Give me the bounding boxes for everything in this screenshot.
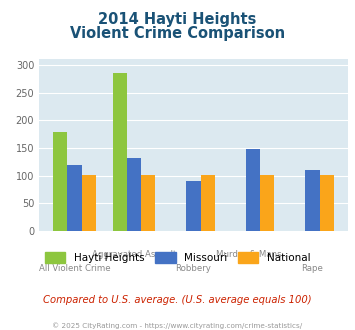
Bar <box>67 165 82 231</box>
Legend: Hayti Heights, Missouri, National: Hayti Heights, Missouri, National <box>40 248 315 267</box>
Bar <box>186 181 201 231</box>
Bar <box>141 175 155 231</box>
Bar <box>305 170 320 231</box>
Text: Aggravated Assault: Aggravated Assault <box>92 250 176 259</box>
Text: Murder & Mans...: Murder & Mans... <box>216 250 290 259</box>
Bar <box>320 175 334 231</box>
Bar <box>82 175 96 231</box>
Text: All Violent Crime: All Violent Crime <box>39 264 110 273</box>
Bar <box>201 175 215 231</box>
Bar <box>113 73 127 231</box>
Text: Compared to U.S. average. (U.S. average equals 100): Compared to U.S. average. (U.S. average … <box>43 295 312 305</box>
Bar <box>246 148 260 231</box>
Bar <box>127 158 141 231</box>
Text: Robbery: Robbery <box>175 264 212 273</box>
Text: Violent Crime Comparison: Violent Crime Comparison <box>70 26 285 41</box>
Text: 2014 Hayti Heights: 2014 Hayti Heights <box>98 12 257 26</box>
Text: Rape: Rape <box>301 264 323 273</box>
Bar <box>53 132 67 231</box>
Text: © 2025 CityRating.com - https://www.cityrating.com/crime-statistics/: © 2025 CityRating.com - https://www.city… <box>53 323 302 329</box>
Bar <box>260 175 274 231</box>
